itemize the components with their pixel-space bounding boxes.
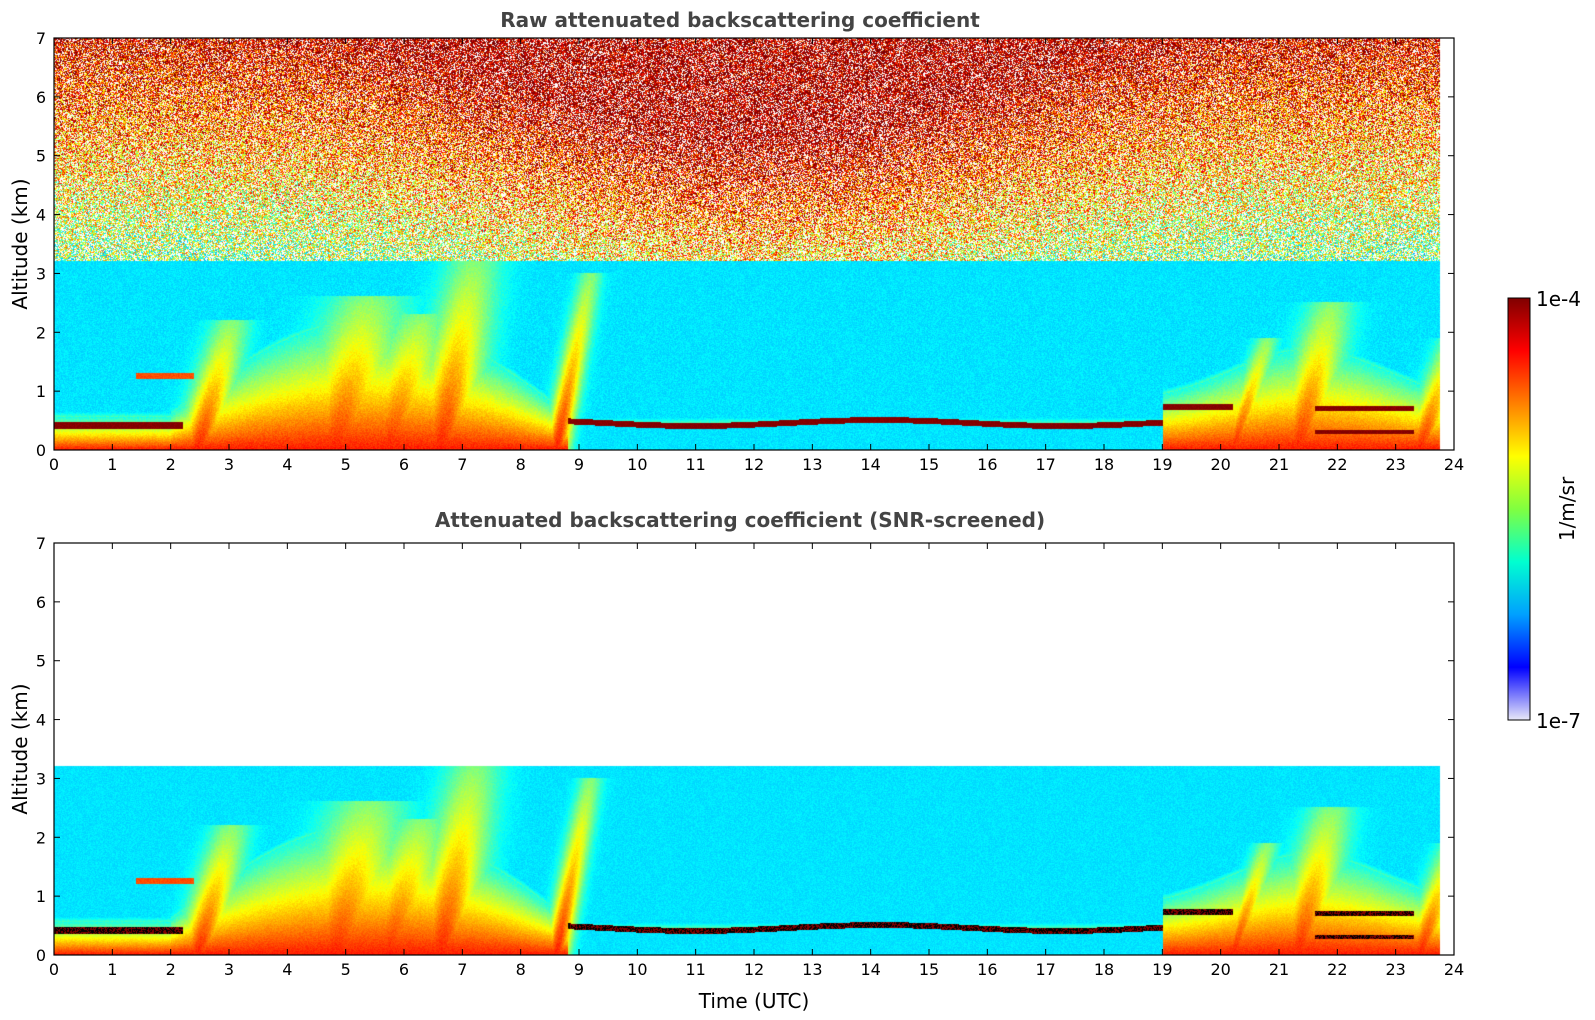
x-tick-label: 8: [516, 455, 526, 474]
x-tick-label: 5: [341, 455, 351, 474]
raw-backscatter-panel: Raw attenuated backscattering coefficien…: [8, 8, 1464, 474]
x-tick-label: 18: [1094, 455, 1114, 474]
y-tick-label: 7: [36, 534, 46, 553]
x-tick-label: 12: [744, 960, 764, 979]
x-tick-label: 15: [919, 960, 939, 979]
x-tick-label: 1: [107, 960, 117, 979]
x-tick-label: 23: [1385, 455, 1405, 474]
colorbar: 1e-4 1e-7 1/m/sr: [1507, 287, 1581, 733]
x-tick-label: 24: [1444, 960, 1464, 979]
colorbar-unit-label: 1/m/sr: [1555, 476, 1579, 541]
x-tick-label: 13: [802, 455, 822, 474]
y-axis: 0 1 2 3 4 5 6 7: [36, 534, 1454, 965]
x-tick-label: 11: [685, 455, 705, 474]
x-tick-label: 18: [1094, 960, 1114, 979]
x-tick-label: 21: [1269, 455, 1289, 474]
x-axis-label: Time (UTC): [698, 989, 810, 1013]
x-tick-label: 0: [49, 455, 59, 474]
x-tick-label: 15: [919, 455, 939, 474]
x-tick-label: 20: [1210, 960, 1230, 979]
x-tick-label: 3: [224, 455, 234, 474]
colorbar-min-label: 1e-7: [1536, 709, 1581, 733]
heatmap-area: [54, 543, 1454, 955]
y-tick-label: 5: [36, 652, 46, 671]
x-tick-label: 11: [685, 960, 705, 979]
x-tick-label: 16: [977, 960, 997, 979]
x-tick-label: 2: [166, 455, 176, 474]
x-tick-label: 17: [1035, 960, 1055, 979]
y-tick-label: 5: [36, 147, 46, 166]
x-tick-label: 7: [457, 455, 467, 474]
y-axis-label: Altitude (km): [8, 178, 32, 309]
x-axis: 0 1 2 3 4 5 6 7 8 9 10 11 12 13 14 15 16 17 18 19 20 21 22 23 24: [49, 38, 1464, 474]
colorbar-max-label: 1e-4: [1536, 287, 1581, 311]
x-tick-label: 16: [977, 455, 997, 474]
x-tick-label: 20: [1210, 455, 1230, 474]
colorbar-gradient: [1508, 298, 1530, 720]
x-tick-label: 10: [627, 960, 647, 979]
x-tick-label: 10: [627, 455, 647, 474]
y-tick-label: 1: [36, 887, 46, 906]
heatmap-area: [54, 38, 1454, 450]
x-tick-label: 13: [802, 960, 822, 979]
y-tick-label: 1: [36, 382, 46, 401]
x-tick-label: 24: [1444, 455, 1464, 474]
x-tick-label: 22: [1327, 960, 1347, 979]
x-tick-label: 4: [282, 455, 292, 474]
panel-title: Raw attenuated backscattering coefficien…: [500, 8, 980, 32]
x-tick-label: 4: [282, 960, 292, 979]
x-tick-label: 1: [107, 455, 117, 474]
y-axis-label: Altitude (km): [8, 683, 32, 814]
x-tick-label: 19: [1152, 455, 1172, 474]
x-tick-label: 5: [341, 960, 351, 979]
x-tick-label: 9: [574, 960, 584, 979]
y-tick-label: 2: [36, 828, 46, 847]
panel-title: Attenuated backscattering coefficient (S…: [435, 508, 1045, 532]
y-tick-label: 4: [36, 206, 46, 225]
x-tick-label: 21: [1269, 960, 1289, 979]
y-tick-label: 7: [36, 29, 46, 48]
y-tick-label: 6: [36, 88, 46, 107]
y-tick-label: 4: [36, 711, 46, 730]
snr-screened-panel: Attenuated backscattering coefficient (S…: [8, 508, 1464, 1013]
x-tick-label: 14: [860, 960, 880, 979]
y-tick-label: 0: [36, 441, 46, 460]
y-tick-label: 6: [36, 593, 46, 612]
x-tick-label: 22: [1327, 455, 1347, 474]
x-tick-label: 6: [399, 455, 409, 474]
x-tick-label: 8: [516, 960, 526, 979]
y-axis: 0 1 2 3 4 5 6 7: [36, 29, 1454, 460]
x-tick-label: 19: [1152, 960, 1172, 979]
x-tick-label: 9: [574, 455, 584, 474]
x-tick-label: 12: [744, 455, 764, 474]
x-tick-label: 23: [1385, 960, 1405, 979]
x-tick-label: 6: [399, 960, 409, 979]
x-tick-label: 0: [49, 960, 59, 979]
colorbar-frame: [1507, 297, 1531, 721]
y-tick-label: 3: [36, 264, 46, 283]
y-tick-label: 2: [36, 323, 46, 342]
x-tick-label: 17: [1035, 455, 1055, 474]
x-tick-label: 14: [860, 455, 880, 474]
x-tick-label: 2: [166, 960, 176, 979]
y-tick-label: 0: [36, 946, 46, 965]
x-axis: 0 1 2 3 4 5 6 7 8 9 10 11 12 13 14 15 16 17 18 19 20 21 22 23 24: [49, 543, 1464, 979]
x-tick-label: 3: [224, 960, 234, 979]
x-tick-label: 7: [457, 960, 467, 979]
y-tick-label: 3: [36, 769, 46, 788]
